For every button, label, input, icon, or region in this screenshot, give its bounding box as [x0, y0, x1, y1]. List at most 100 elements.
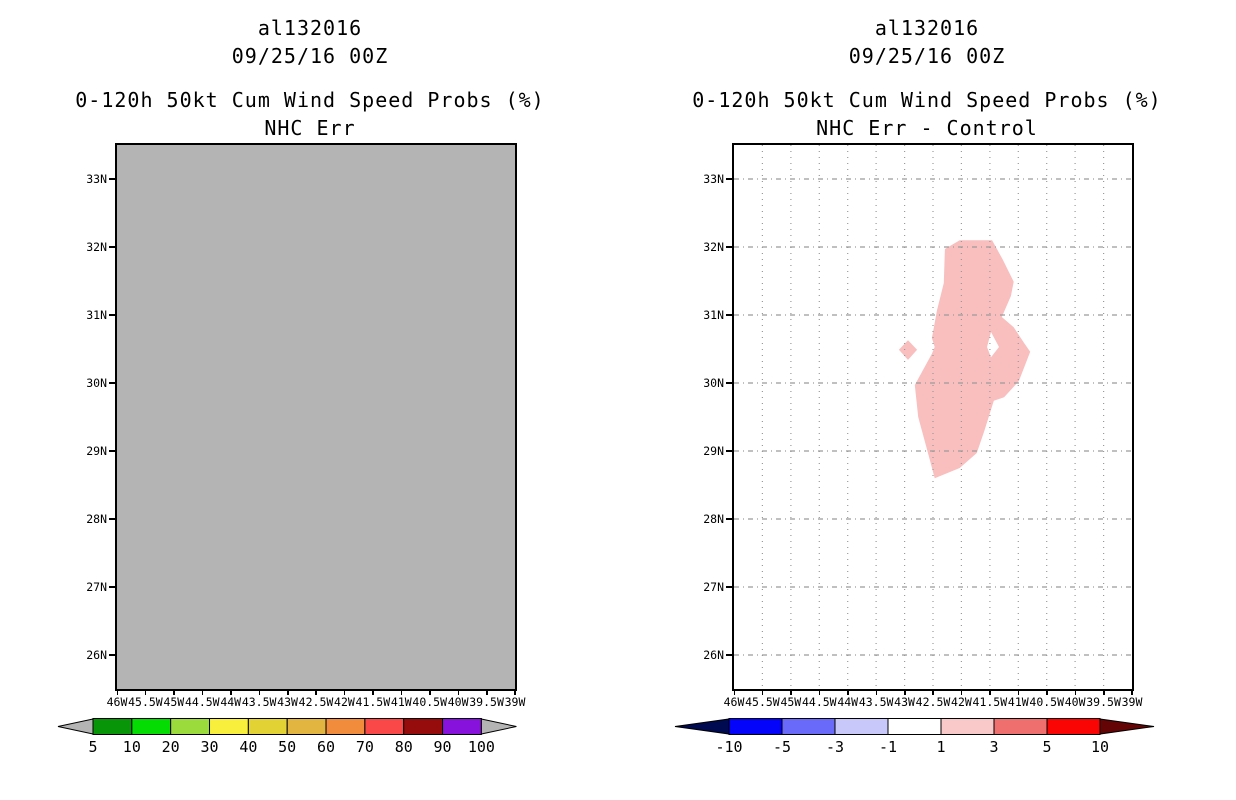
lon-tick-label: 43.5W: [858, 695, 894, 709]
lat-tick: [109, 518, 115, 520]
lon-tick-label: 41W: [390, 695, 412, 709]
lat-tick: [109, 450, 115, 452]
difference-map: [732, 143, 1134, 691]
lon-tick-label: 43.5W: [241, 695, 277, 709]
lon-tick: [818, 691, 821, 695]
lat-tick-label: 31N: [86, 308, 107, 322]
lon-tick-label: 45W: [780, 695, 802, 709]
lon-tick: [343, 691, 346, 695]
colorbar-tick-label: 10: [122, 738, 141, 756]
init-time-title: 09/25/16 00Z: [848, 44, 1006, 68]
colorbar: [57, 718, 517, 735]
colorbar-segment: [781, 718, 836, 735]
lat-tick: [726, 518, 732, 520]
colorbar-segment: [209, 718, 249, 735]
lon-tick: [514, 691, 516, 695]
lat-tick-label: 27N: [703, 580, 724, 594]
lon-tick-label: 44.5W: [184, 695, 220, 709]
colorbar-tick-label: 20: [161, 738, 180, 756]
lon-tick-label: 40.5W: [412, 695, 448, 709]
colorbar-tick-label: 5: [1042, 738, 1052, 756]
lon-tick-label: 42W: [951, 695, 972, 709]
right-panel-titles: al132016 09/25/16 00Z 0-120h 50kt Cum Wi…: [617, 0, 1236, 145]
lat-tick-label: 26N: [703, 648, 724, 662]
lat-tick-label: 26N: [86, 648, 107, 662]
colorbar-segment: [1046, 718, 1101, 735]
lon-tick: [761, 691, 764, 695]
lat-tick: [726, 382, 732, 384]
lon-tick-label: 39W: [504, 695, 526, 709]
lon-tick: [457, 691, 460, 695]
lat-tick: [726, 314, 732, 316]
colorbar-segment: [887, 718, 942, 735]
lon-tick: [258, 691, 261, 695]
lon-tick: [400, 691, 403, 695]
lon-tick: [1017, 691, 1020, 695]
lon-tick-label: 42.5W: [915, 695, 951, 709]
colorbar-tick-label: 5: [88, 738, 98, 756]
colorbar-tick-label: 100: [467, 738, 495, 756]
lon-tick: [315, 691, 317, 695]
init-time-title: 09/25/16 00Z: [231, 44, 389, 68]
lon-tick: [372, 691, 374, 695]
colorbar-tick-label: 60: [317, 738, 336, 756]
lon-tick: [989, 691, 991, 695]
lon-tick: [790, 691, 792, 695]
lat-tick-label: 28N: [86, 512, 107, 526]
colorbar-segment: [403, 718, 444, 735]
left-panel-titles: al132016 09/25/16 00Z 0-120h 50kt Cum Wi…: [0, 0, 620, 145]
grid-layer: [734, 145, 1132, 689]
lon-tick: [429, 691, 431, 695]
colorbar-segment: [92, 718, 133, 735]
colorbar-segment: [993, 718, 1048, 735]
colorbar-segment: [170, 718, 211, 735]
lon-tick-label: 45W: [163, 695, 185, 709]
lat-tick: [109, 178, 115, 180]
colorbar-segment: [286, 718, 327, 735]
lat-tick: [109, 382, 115, 384]
lat-tick: [726, 178, 732, 180]
lat-tick-label: 30N: [86, 376, 107, 390]
lon-tick-label: 43W: [894, 695, 915, 709]
lat-tick-label: 27N: [86, 580, 107, 594]
lon-tick-label: 42W: [334, 695, 355, 709]
storm-id-title: al132016: [874, 16, 980, 40]
colorbar-segment: [325, 718, 366, 735]
lon-tick-label: 40W: [1064, 695, 1086, 709]
colorbar-segment: [728, 718, 783, 735]
colorbar-tick-label: -10: [715, 738, 743, 756]
lon-tick-label: 44.5W: [801, 695, 837, 709]
colorbar-tick-label: 10: [1090, 738, 1110, 756]
lat-tick: [109, 654, 115, 656]
inner-hole-polygon: [987, 332, 999, 358]
anomaly-region-layer: [898, 240, 1031, 479]
model-title: NHC Err - Control: [816, 116, 1038, 140]
lon-tick-label: 40W: [447, 695, 469, 709]
lat-tick: [109, 586, 115, 588]
colorbar-tick-label: 30: [200, 738, 219, 756]
lat-tick: [109, 314, 115, 316]
small-anomaly-polygon: [898, 340, 918, 360]
colorbar-tick-label: -1: [878, 738, 898, 756]
lon-tick-label: 41.5W: [972, 695, 1008, 709]
colorbar-tick-label: -5: [772, 738, 792, 756]
lat-tick: [109, 246, 115, 248]
colorbar-tick-label: 1: [936, 738, 946, 756]
lat-tick: [726, 654, 732, 656]
lon-tick-label: 44W: [220, 695, 242, 709]
colorbar: [674, 718, 1155, 735]
colorbar-overflow-arrow: [480, 718, 517, 735]
lon-tick: [1131, 691, 1133, 695]
lon-tick-label: 44W: [837, 695, 859, 709]
lon-tick-label: 41W: [1007, 695, 1029, 709]
lon-tick: [1046, 691, 1048, 695]
lon-tick-label: 40.5W: [1029, 695, 1065, 709]
model-title: NHC Err: [264, 116, 356, 140]
lon-tick: [201, 691, 204, 695]
probability-map: [115, 143, 517, 691]
colorbar-tick-label: -3: [825, 738, 845, 756]
colorbar-tick-label: 80: [394, 738, 413, 756]
main-anomaly-polygon: [914, 240, 1031, 479]
colorbar-tick-label: 3: [989, 738, 999, 756]
